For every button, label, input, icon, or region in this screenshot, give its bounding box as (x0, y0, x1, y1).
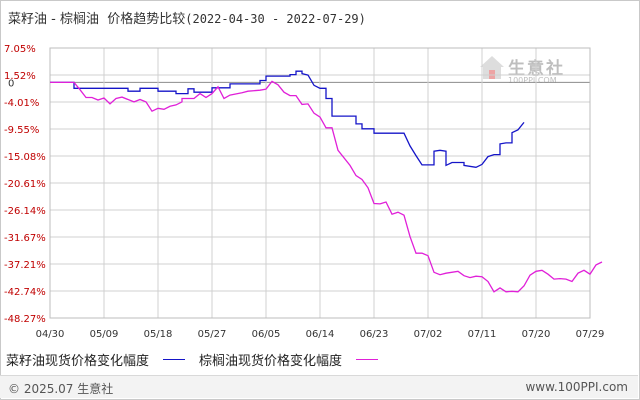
y-tick-label: -9.55% (4, 125, 39, 136)
y-tick-label: 1.52% (4, 71, 36, 82)
x-tick-label: 04/30 (36, 329, 65, 340)
grid-lines (49, 47, 591, 319)
footer-url[interactable]: www.100PPI.com (525, 380, 628, 394)
series-line-rapeseed (50, 70, 525, 168)
chart-title: 菜籽油 - 棕榈油 价格趋势比较(2022-04-30 - 2022-07-29… (8, 8, 366, 27)
x-tick-label: 06/23 (360, 329, 389, 340)
title-date-range: (2022-04-30 - 2022-07-29) (185, 12, 366, 26)
title-products: 菜籽油 - 棕榈油 (8, 12, 99, 27)
y-tick-label: -4.01% (4, 98, 39, 109)
series-line-palm (50, 80, 603, 293)
y-tick-label: -42.74% (4, 287, 46, 298)
x-tick-label: 06/05 (252, 329, 281, 340)
x-tick-label: 05/18 (144, 329, 173, 340)
x-tick-label: 07/20 (522, 329, 551, 340)
x-tick-label: 07/29 (576, 329, 605, 340)
x-tick-label: 07/02 (414, 329, 443, 340)
plot-border (49, 47, 591, 319)
series-lines (50, 70, 603, 293)
x-tick-label: 06/14 (306, 329, 335, 340)
chart-legend: 菜籽油现货价格变化幅度 棕榈油现货价格变化幅度 (6, 350, 392, 369)
x-tick-label: 05/09 (90, 329, 119, 340)
legend-swatch-palm (356, 359, 379, 360)
footer-bar: © 2025.07 生意社 www.100PPI.com (0, 375, 638, 398)
line-chart: 7.05% 1.52%0 -4.01% -9.55% -15.08% -20.61% -26… (4, 44, 605, 340)
title-label: 价格趋势比较 (107, 12, 186, 27)
x-tick-label: 05/27 (198, 329, 227, 340)
y-tick-label: -48.27% (4, 314, 46, 325)
y-tick-label: -26.14% (4, 206, 46, 217)
watermark-url: 100PPI.COM (508, 76, 557, 85)
y-tick-label: 0 (8, 78, 14, 89)
footer-copyright: © 2025.07 生意社 (8, 382, 114, 396)
legend-label-rapeseed: 菜籽油现货价格变化幅度 (6, 354, 150, 369)
y-tick-label: -15.08% (4, 152, 46, 163)
x-tick-label: 07/11 (468, 329, 497, 340)
legend-label-palm: 棕榈油现货价格变化幅度 (199, 354, 343, 369)
x-axis-ticks: 04/30 05/09 05/18 05/27 06/05 06/14 06/23 07/02… (36, 329, 605, 340)
y-tick-label: -20.61% (4, 179, 46, 190)
y-tick-label: 7.05% (4, 44, 36, 55)
y-tick-label: -37.21% (4, 260, 46, 271)
y-axis-ticks: 7.05% 1.52%0 -4.01% -9.55% -15.08% -20.61% -26… (4, 44, 46, 325)
legend-swatch-rapeseed (163, 359, 186, 360)
y-tick-label: -31.67% (4, 233, 46, 244)
